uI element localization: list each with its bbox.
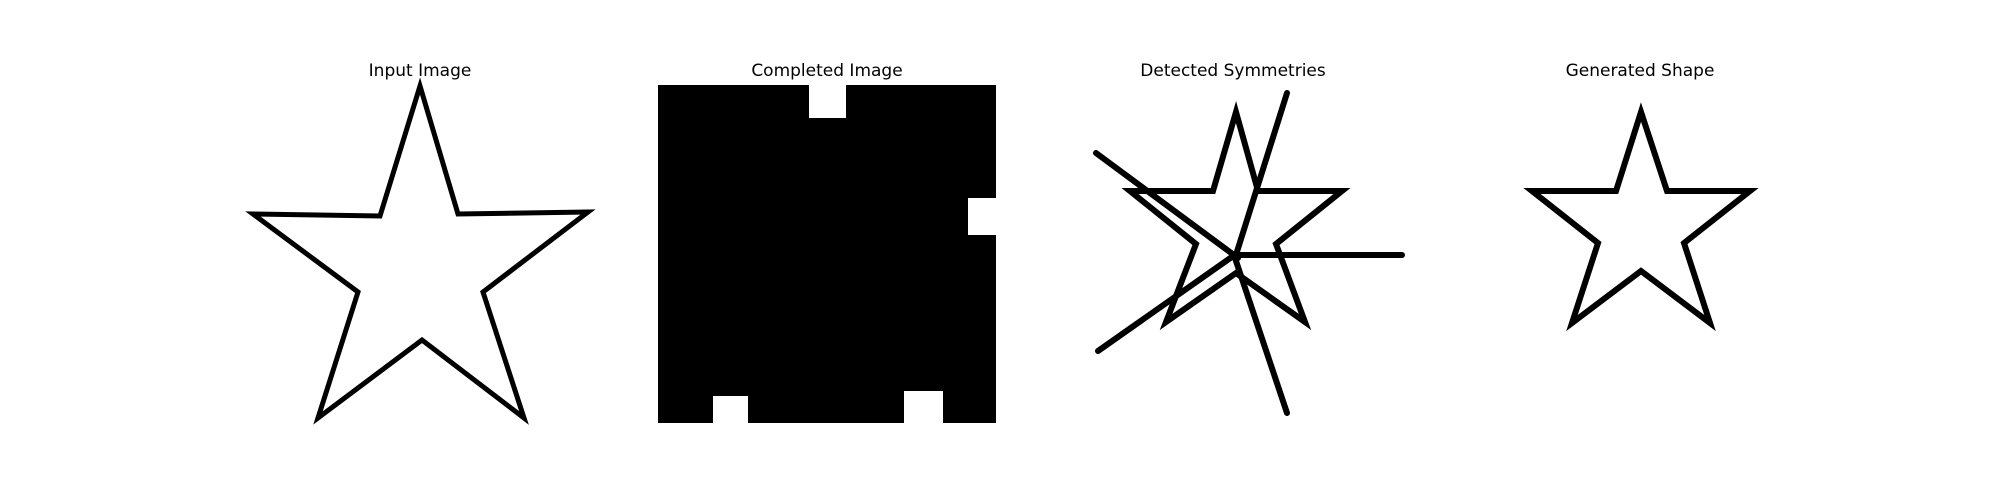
panel-title-completed-image: Completed Image [751,61,902,81]
panel-title-generated-shape: Generated Shape [1566,61,1715,81]
generated-star-outline [1532,112,1750,323]
panel-generated-shape: Generated Shape [1532,61,1750,323]
symmetry-axis-2 [1235,258,1287,413]
completed-image-fill [658,85,996,423]
symmetry-axis-1 [1235,93,1287,258]
completed-image-gap-right [968,198,996,235]
symmetry-star-outline [1130,112,1342,322]
panel-title-detected-symmetries: Detected Symmetries [1140,61,1326,81]
completed-image-gap-top [809,85,846,118]
input-star-outline [253,86,588,418]
panel-completed-image: Completed Image [658,61,996,423]
completed-image-gap-bottom-right [904,391,943,423]
symmetry-axis-4 [1098,254,1236,351]
panel-detected-symmetries: Detected Symmetries [1096,61,1402,413]
completed-image-gap-bottom-left [713,396,748,423]
panel-input-image: Input Image [253,61,588,418]
